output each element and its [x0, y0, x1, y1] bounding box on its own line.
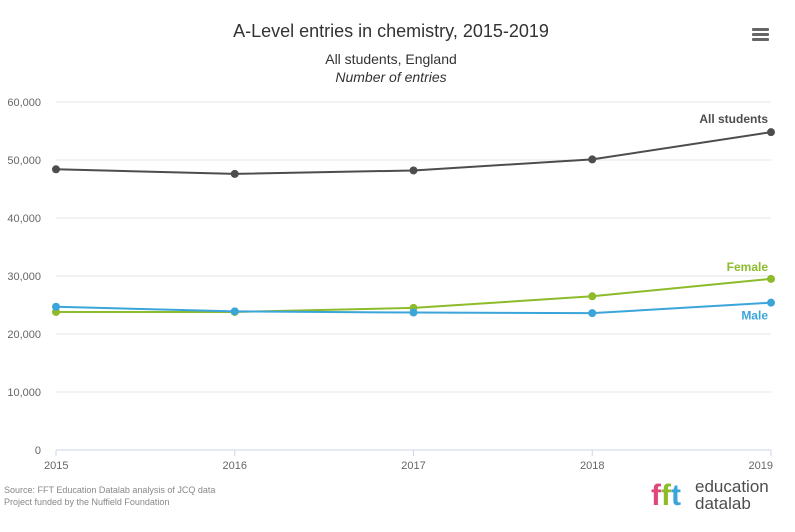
y-tick-label: 30,000 [7, 271, 41, 283]
data-point[interactable] [588, 292, 597, 301]
source-line-2: Project funded by the Nuffield Foundatio… [4, 497, 169, 507]
data-point[interactable] [767, 298, 775, 307]
x-tick-label: 2019 [749, 460, 773, 472]
series-labels: All students Female Male [699, 112, 768, 323]
series-label: Female [727, 260, 769, 274]
data-point[interactable] [588, 309, 597, 318]
y-tick-label: 20,000 [7, 329, 41, 341]
data-point[interactable] [52, 165, 60, 174]
data-point[interactable] [230, 307, 239, 316]
data-point[interactable] [52, 302, 60, 311]
series-lines [52, 128, 775, 318]
y-tick-label: 50,000 [7, 155, 41, 167]
data-point[interactable] [767, 274, 775, 283]
x-tick-label: 2017 [401, 460, 425, 472]
data-point[interactable] [230, 169, 239, 178]
data-point[interactable] [409, 166, 418, 175]
data-point[interactable] [409, 308, 418, 317]
series-label: Male [741, 309, 768, 323]
logo-mark: fft [651, 479, 681, 512]
data-point[interactable] [588, 155, 597, 164]
y-axis-ticks: 0 10,000 20,000 30,000 40,000 50,000 60,000 [7, 97, 41, 457]
x-tick-label: 2015 [44, 460, 68, 472]
y-tick-label: 40,000 [7, 213, 41, 225]
y-tick-label: 0 [35, 445, 41, 457]
hamburger-menu-icon[interactable] [752, 28, 769, 41]
source-line-1: Source: FFT Education Datalab analysis o… [4, 485, 215, 495]
logo-line-2: datalab [695, 494, 751, 513]
fft-logo: fft education datalab [651, 477, 769, 513]
x-tick-label: 2016 [223, 460, 247, 472]
x-tick-label: 2018 [580, 460, 604, 472]
grid-lines [56, 101, 771, 393]
y-tick-label: 10,000 [7, 387, 41, 399]
chart-subtitle: All students, England [325, 51, 457, 67]
series-label: All students [699, 112, 768, 126]
data-point[interactable] [767, 128, 775, 137]
x-axis: 2015 2016 2017 2018 2019 [44, 449, 773, 472]
logo-line-1: education [695, 477, 769, 496]
chart-subtitle-units: Number of entries [335, 69, 446, 85]
chart-title: A-Level entries in chemistry, 2015-2019 [233, 21, 549, 41]
y-tick-label: 60,000 [7, 97, 41, 109]
